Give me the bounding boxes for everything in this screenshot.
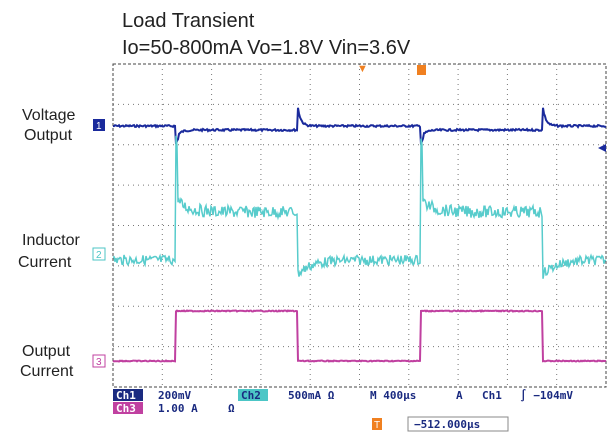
ch1-trace (112, 107, 607, 145)
status: 200mV (158, 389, 191, 402)
status: 1.00 A (158, 402, 198, 415)
ch-marker-text: 3 (96, 357, 102, 368)
ch1-box (113, 389, 143, 401)
trace-label: Voltage (22, 107, 75, 124)
status: Ω (228, 402, 235, 415)
trigger-box (417, 65, 426, 75)
status: ∫ −104mV (520, 389, 573, 402)
trace-label: Inductor (22, 232, 80, 249)
ch-marker (93, 119, 105, 131)
subtitle: Io=50-800mA Vo=1.8V Vin=3.6V (122, 37, 411, 59)
status: −512.000µs (414, 418, 480, 431)
status: Ch2 (241, 389, 261, 402)
status: M 400µs (370, 389, 416, 402)
trigger-box (372, 418, 382, 430)
trace-label: Current (18, 254, 72, 271)
status: 500mA Ω (288, 389, 335, 402)
status: Ch1 (482, 389, 502, 402)
trace-label: Current (20, 363, 74, 380)
status: T (374, 420, 380, 431)
traces (112, 107, 607, 363)
title: Load Transient (122, 10, 255, 32)
trigger-arrow: ▼ (357, 63, 368, 75)
trace-label: Output (22, 343, 71, 360)
grid (113, 64, 606, 387)
screen (112, 63, 607, 388)
ch-marker-text: 1 (96, 121, 102, 132)
ch-marker (92, 247, 106, 261)
ch-marker (92, 354, 106, 368)
status: Ch3 (116, 402, 136, 415)
trace-label: Output (24, 127, 73, 144)
ch3-trace (112, 309, 607, 363)
ch1-level (598, 144, 606, 152)
ch-marker-text: 2 (96, 250, 102, 261)
status: A (456, 389, 463, 402)
status: Ch1 (116, 389, 136, 402)
ch3-box (113, 402, 143, 414)
ch2-trace (112, 135, 607, 279)
position-box (407, 416, 509, 432)
ch2-box (238, 389, 268, 401)
